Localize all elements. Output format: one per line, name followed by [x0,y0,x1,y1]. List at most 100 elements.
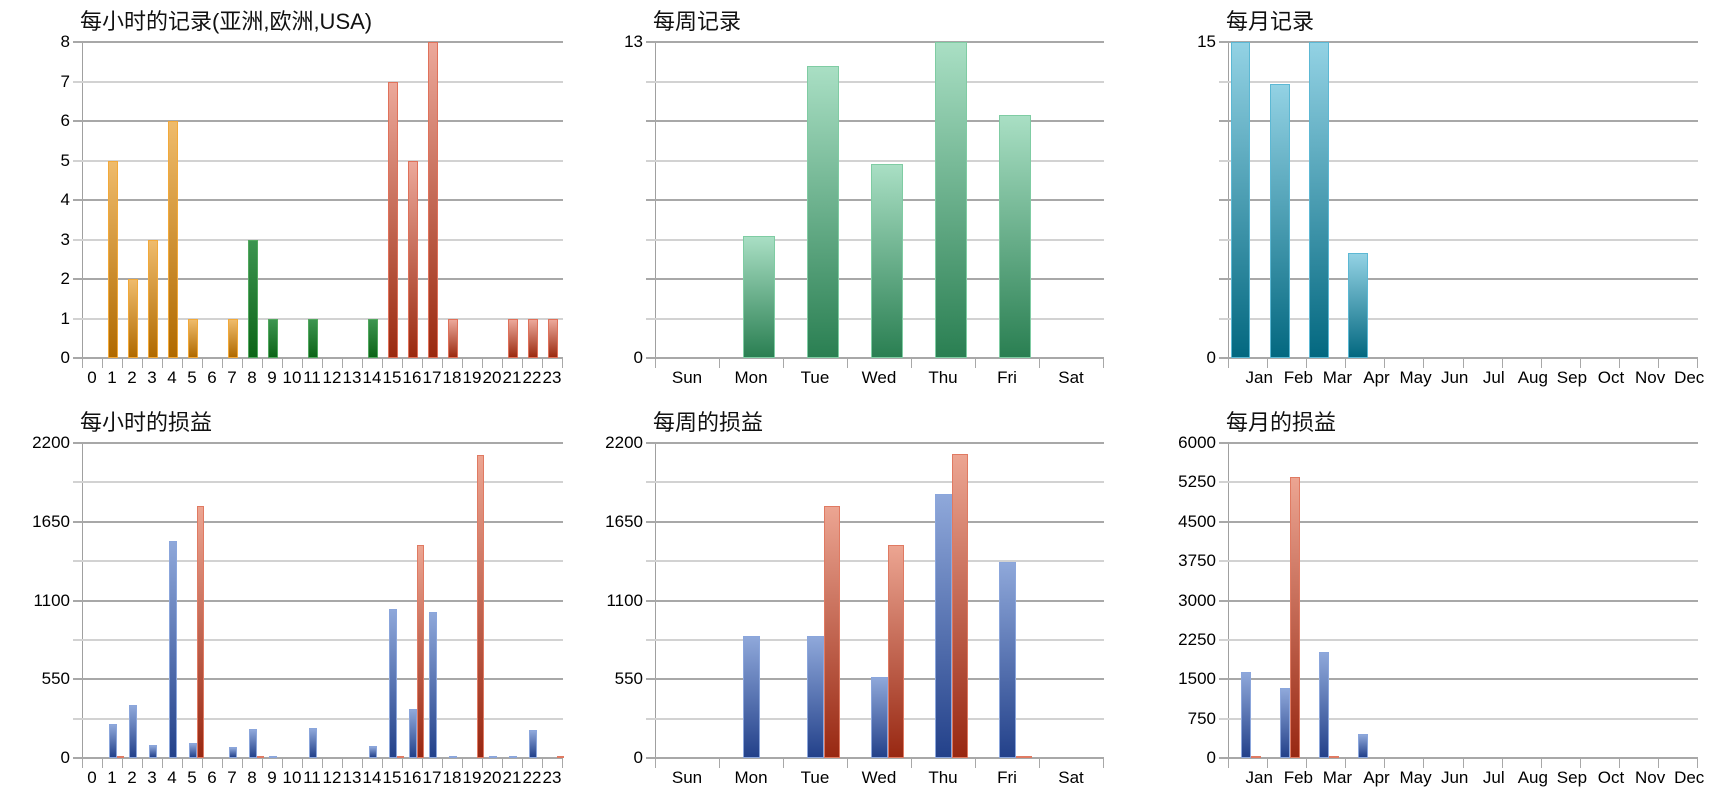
x-axis-tick [1267,358,1269,368]
gridline [73,317,563,320]
bar [807,66,840,358]
x-axis-tick [82,758,83,768]
x-axis-tick [1384,758,1386,768]
x-axis-label: 20 [482,768,502,787]
gridline [73,757,563,759]
x-axis-label: Thu [928,368,958,387]
x-axis-tick [162,758,163,768]
bar [149,744,157,758]
x-axis-tick [262,758,263,768]
x-axis-label: 23 [542,368,562,387]
x-axis-tick [82,358,83,368]
x-axis-tick [342,758,343,768]
y-axis-label: 2250 [1178,629,1216,649]
gridline [1219,678,1698,681]
gridline [73,481,563,484]
gridline [646,638,1104,641]
y-axis-label: 2 [60,269,70,288]
bar [871,163,904,358]
bar [396,756,405,758]
x-axis-label: 21 [502,368,522,387]
y-axis-label: 8 [60,32,70,51]
x-axis-label: 16 [402,368,422,387]
x-axis-label: Mon [734,768,768,787]
x-axis-label: 2 [127,768,137,787]
x-axis-label: Mar [1322,368,1353,387]
bar [308,318,318,358]
bar [743,236,776,358]
bar [409,708,417,758]
gridline [1219,159,1698,162]
gridline [73,442,563,444]
chart-title: 每月记录 [1226,9,1315,34]
gridline [73,278,563,280]
x-axis-label: 22 [522,768,542,787]
y-axis-label: 6 [60,111,70,130]
bar [428,42,438,358]
gridline [646,599,1104,602]
x-axis-label: 17 [422,768,442,787]
x-axis-label: 18 [442,768,462,787]
x-axis-tick [282,358,283,368]
x-axis-tick [1579,758,1581,768]
gridline [73,520,563,523]
x-axis-tick [362,358,363,368]
x-axis-tick [402,358,403,368]
x-axis-label: Thu [928,768,958,787]
x-axis-tick [975,758,976,768]
x-axis-label: 13 [342,368,362,387]
x-axis-label: 6 [207,368,217,387]
x-axis-label: Oct [1597,368,1625,387]
bar [169,541,177,758]
x-axis-tick [342,358,343,368]
x-axis-tick [142,358,143,368]
gridline [73,638,563,641]
gridline [1219,238,1698,241]
x-axis-tick [1540,758,1542,768]
bar [416,544,425,758]
bar [168,121,178,358]
gridline [1219,520,1698,523]
y-axis-label: 0 [60,348,70,367]
x-axis-tick [1657,358,1659,368]
plot-area [1219,442,1698,759]
x-axis-tick [1618,358,1620,368]
x-axis-label: Dec [1674,368,1705,387]
x-axis-tick [1697,358,1698,368]
x-axis-tick [1267,758,1269,768]
x-axis-label: 7 [227,368,237,387]
x-axis-tick [1462,758,1464,768]
y-axis-label: 0 [633,748,643,767]
x-axis-label: Wed [861,368,897,387]
gridline [73,560,563,563]
x-axis-label: 5 [187,368,197,387]
x-axis-tick [975,358,976,368]
x-axis-tick [382,358,383,368]
x-axis-label: 11 [303,368,321,387]
plot-area [73,41,563,359]
chart-title: 每周记录 [653,9,742,34]
x-axis-label: 23 [542,768,562,787]
x-axis-tick [462,358,463,368]
y-axis-label: 5250 [1178,472,1216,492]
y-axis-label: 550 [41,669,70,689]
x-axis-tick [502,358,503,368]
bar [269,756,277,758]
bar [509,756,517,758]
y-axis-label: 1100 [33,590,70,610]
bar [1289,476,1301,758]
x-axis-tick [911,358,912,368]
x-axis-label: 22 [522,368,542,387]
x-axis-label: Nov [1634,768,1666,787]
x-axis-label: 15 [382,368,402,387]
bar [1357,733,1369,758]
bar [109,723,117,758]
x-axis-tick [542,358,543,368]
bar [448,318,458,358]
bar [129,705,137,758]
x-axis-tick [542,758,543,768]
x-axis-label: 8 [247,768,257,787]
bar [228,318,238,358]
x-axis-label: May [1399,768,1432,787]
bar [256,756,265,758]
